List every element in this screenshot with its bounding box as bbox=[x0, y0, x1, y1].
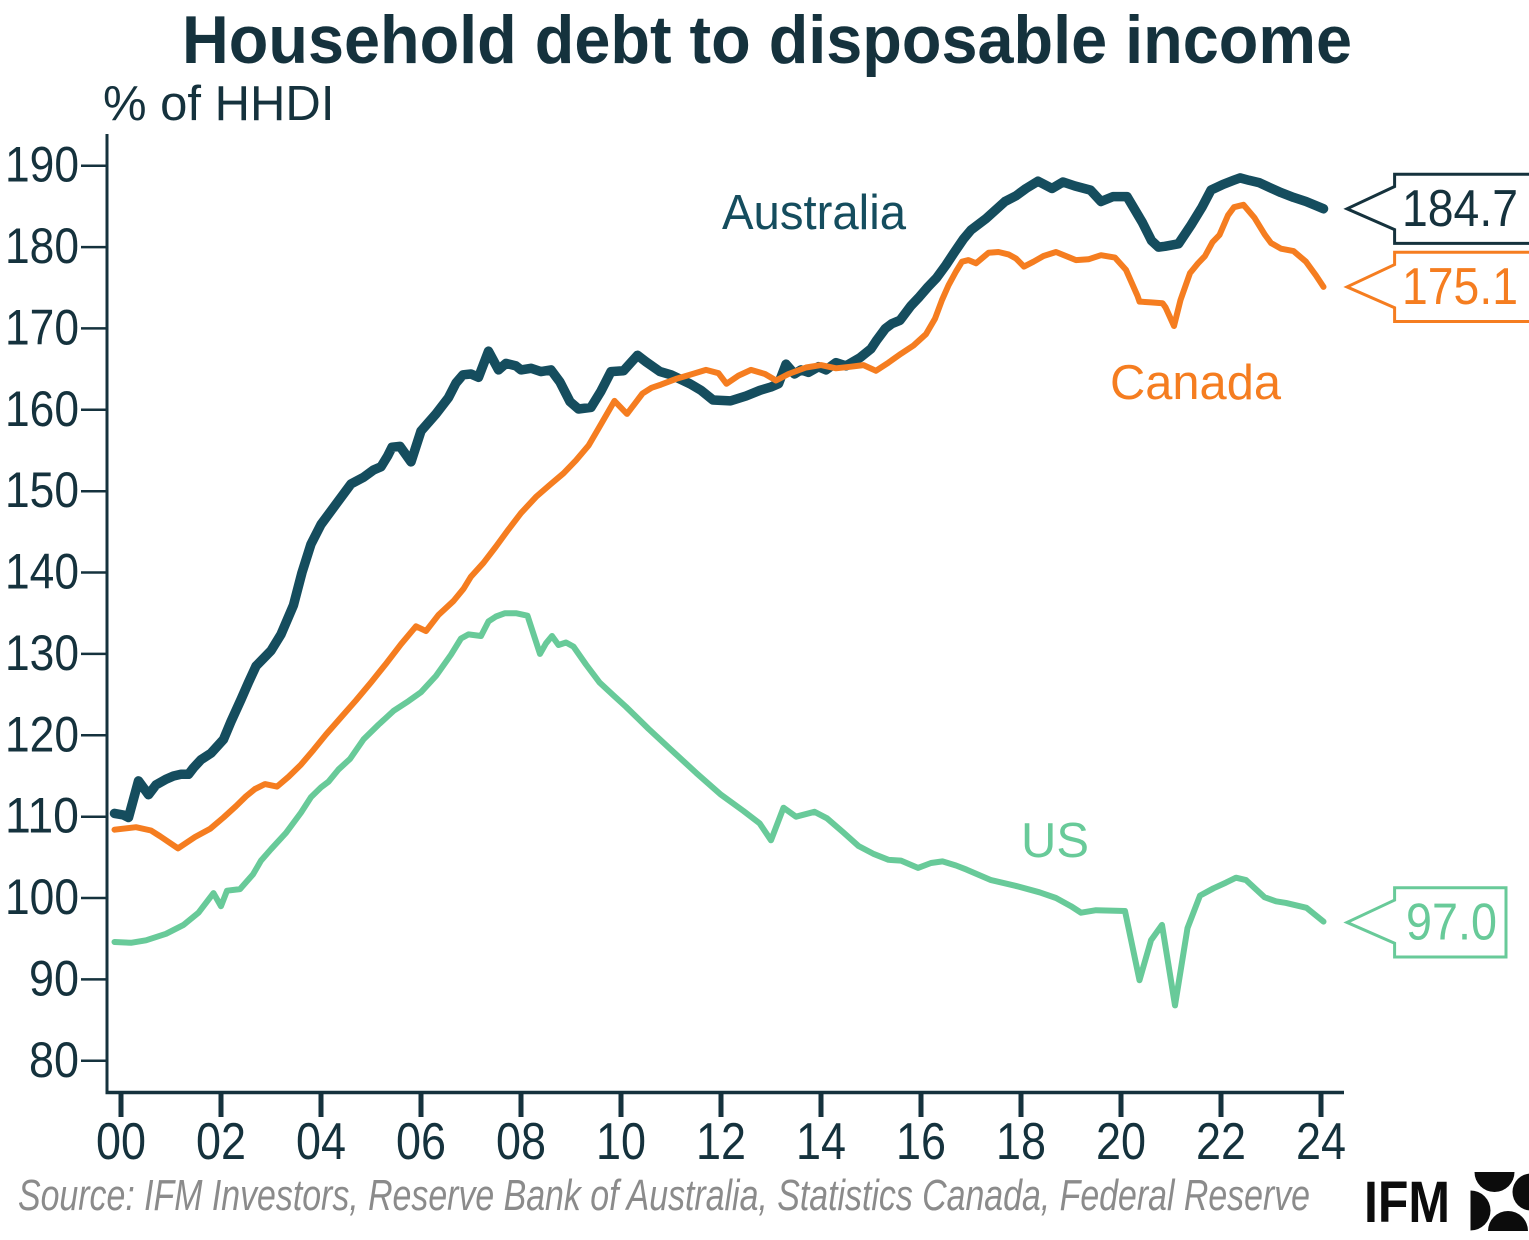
svg-text:00: 00 bbox=[96, 1113, 146, 1171]
svg-text:100: 100 bbox=[5, 869, 79, 925]
svg-text:06: 06 bbox=[396, 1113, 446, 1171]
svg-text:04: 04 bbox=[296, 1113, 346, 1171]
svg-text:Australia: Australia bbox=[722, 186, 907, 240]
svg-text:14: 14 bbox=[796, 1113, 846, 1171]
svg-text:20: 20 bbox=[1096, 1113, 1146, 1171]
svg-text:02: 02 bbox=[196, 1113, 246, 1171]
svg-text:97.0: 97.0 bbox=[1406, 893, 1497, 951]
svg-text:10: 10 bbox=[596, 1113, 646, 1171]
svg-text:22: 22 bbox=[1196, 1113, 1246, 1171]
svg-text:184.7: 184.7 bbox=[1402, 180, 1518, 238]
svg-text:Canada: Canada bbox=[1110, 356, 1282, 410]
svg-text:90: 90 bbox=[29, 950, 79, 1006]
svg-text:175.1: 175.1 bbox=[1402, 258, 1518, 316]
svg-text:Source: IFM Investors, Reserve: Source: IFM Investors, Reserve Bank of A… bbox=[18, 1171, 1310, 1220]
svg-text:170: 170 bbox=[5, 299, 79, 355]
svg-text:IFM: IFM bbox=[1364, 1170, 1450, 1235]
svg-text:190: 190 bbox=[5, 137, 79, 193]
svg-text:140: 140 bbox=[5, 544, 79, 600]
svg-text:Household debt to disposable i: Household debt to disposable income bbox=[182, 2, 1352, 78]
svg-text:24: 24 bbox=[1296, 1113, 1346, 1171]
svg-text:120: 120 bbox=[5, 706, 79, 762]
svg-text:130: 130 bbox=[5, 625, 79, 681]
svg-text:180: 180 bbox=[5, 218, 79, 274]
svg-text:18: 18 bbox=[996, 1113, 1046, 1171]
svg-text:12: 12 bbox=[696, 1113, 746, 1171]
svg-text:110: 110 bbox=[5, 788, 79, 844]
svg-text:US: US bbox=[1021, 814, 1089, 868]
svg-text:08: 08 bbox=[496, 1113, 546, 1171]
svg-text:16: 16 bbox=[896, 1113, 946, 1171]
svg-text:% of HHDI: % of HHDI bbox=[103, 77, 334, 131]
svg-text:160: 160 bbox=[5, 381, 79, 437]
svg-text:150: 150 bbox=[5, 462, 79, 518]
svg-text:80: 80 bbox=[29, 1032, 79, 1088]
